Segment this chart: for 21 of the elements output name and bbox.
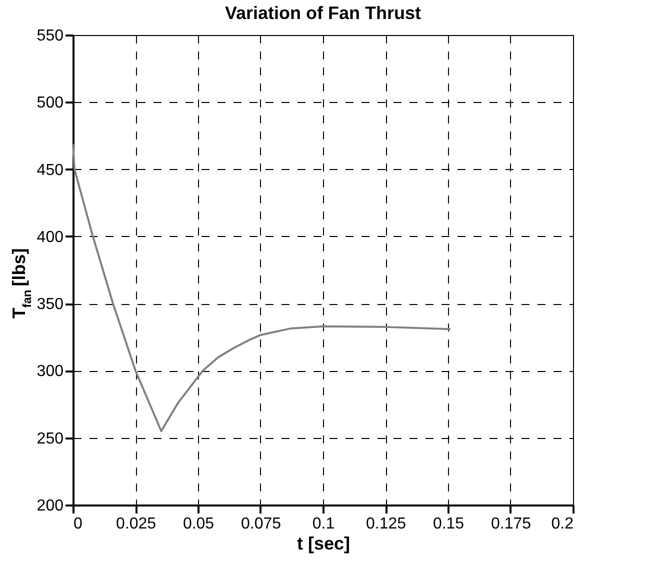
x-tick-label: 0.075 (240, 516, 282, 532)
x-tick-label: 0.1 (312, 516, 335, 532)
x-axis-title: t [sec] (296, 534, 350, 554)
x-tick-label: 0 (74, 516, 82, 532)
y-tick-label: 400 (36, 228, 64, 246)
x-tick-label: 0.125 (366, 516, 406, 532)
x-tick-label: 0.2 (551, 516, 574, 532)
x-tick-label: 0.05 (182, 516, 214, 532)
y-tick-label: 350 (36, 296, 64, 314)
x-tick-label: 0.15 (432, 516, 464, 532)
y-axis-title: Tfan [lbs] (9, 248, 34, 319)
y-tick-label: 500 (36, 94, 64, 112)
line-series (72, 142, 452, 432)
y-tick-label: 200 (36, 498, 64, 514)
y-tick-label: 300 (36, 363, 64, 380)
x-tick-label: 0.025 (116, 516, 156, 532)
y-tick-label: 550 (36, 28, 64, 44)
chart-title: Variation of Fan Thrust (224, 3, 422, 23)
y-tick-label: 250 (36, 430, 64, 448)
x-tick-label: 0.175 (490, 516, 532, 532)
y-tick-label: 450 (36, 162, 64, 179)
